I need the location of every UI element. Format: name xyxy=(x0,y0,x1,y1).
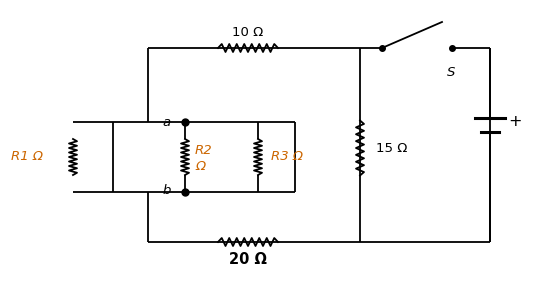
Text: S: S xyxy=(447,66,455,78)
Text: 15 Ω: 15 Ω xyxy=(376,141,408,154)
Text: b: b xyxy=(163,184,171,198)
Text: R2: R2 xyxy=(195,144,212,158)
Text: Ω: Ω xyxy=(195,160,205,174)
Text: 20 Ω: 20 Ω xyxy=(229,253,267,268)
Text: 10 Ω: 10 Ω xyxy=(233,25,263,38)
Text: +: + xyxy=(508,113,521,129)
Text: a: a xyxy=(163,117,171,129)
Text: R3 Ω: R3 Ω xyxy=(271,150,303,164)
Text: R1 Ω: R1 Ω xyxy=(11,150,43,164)
